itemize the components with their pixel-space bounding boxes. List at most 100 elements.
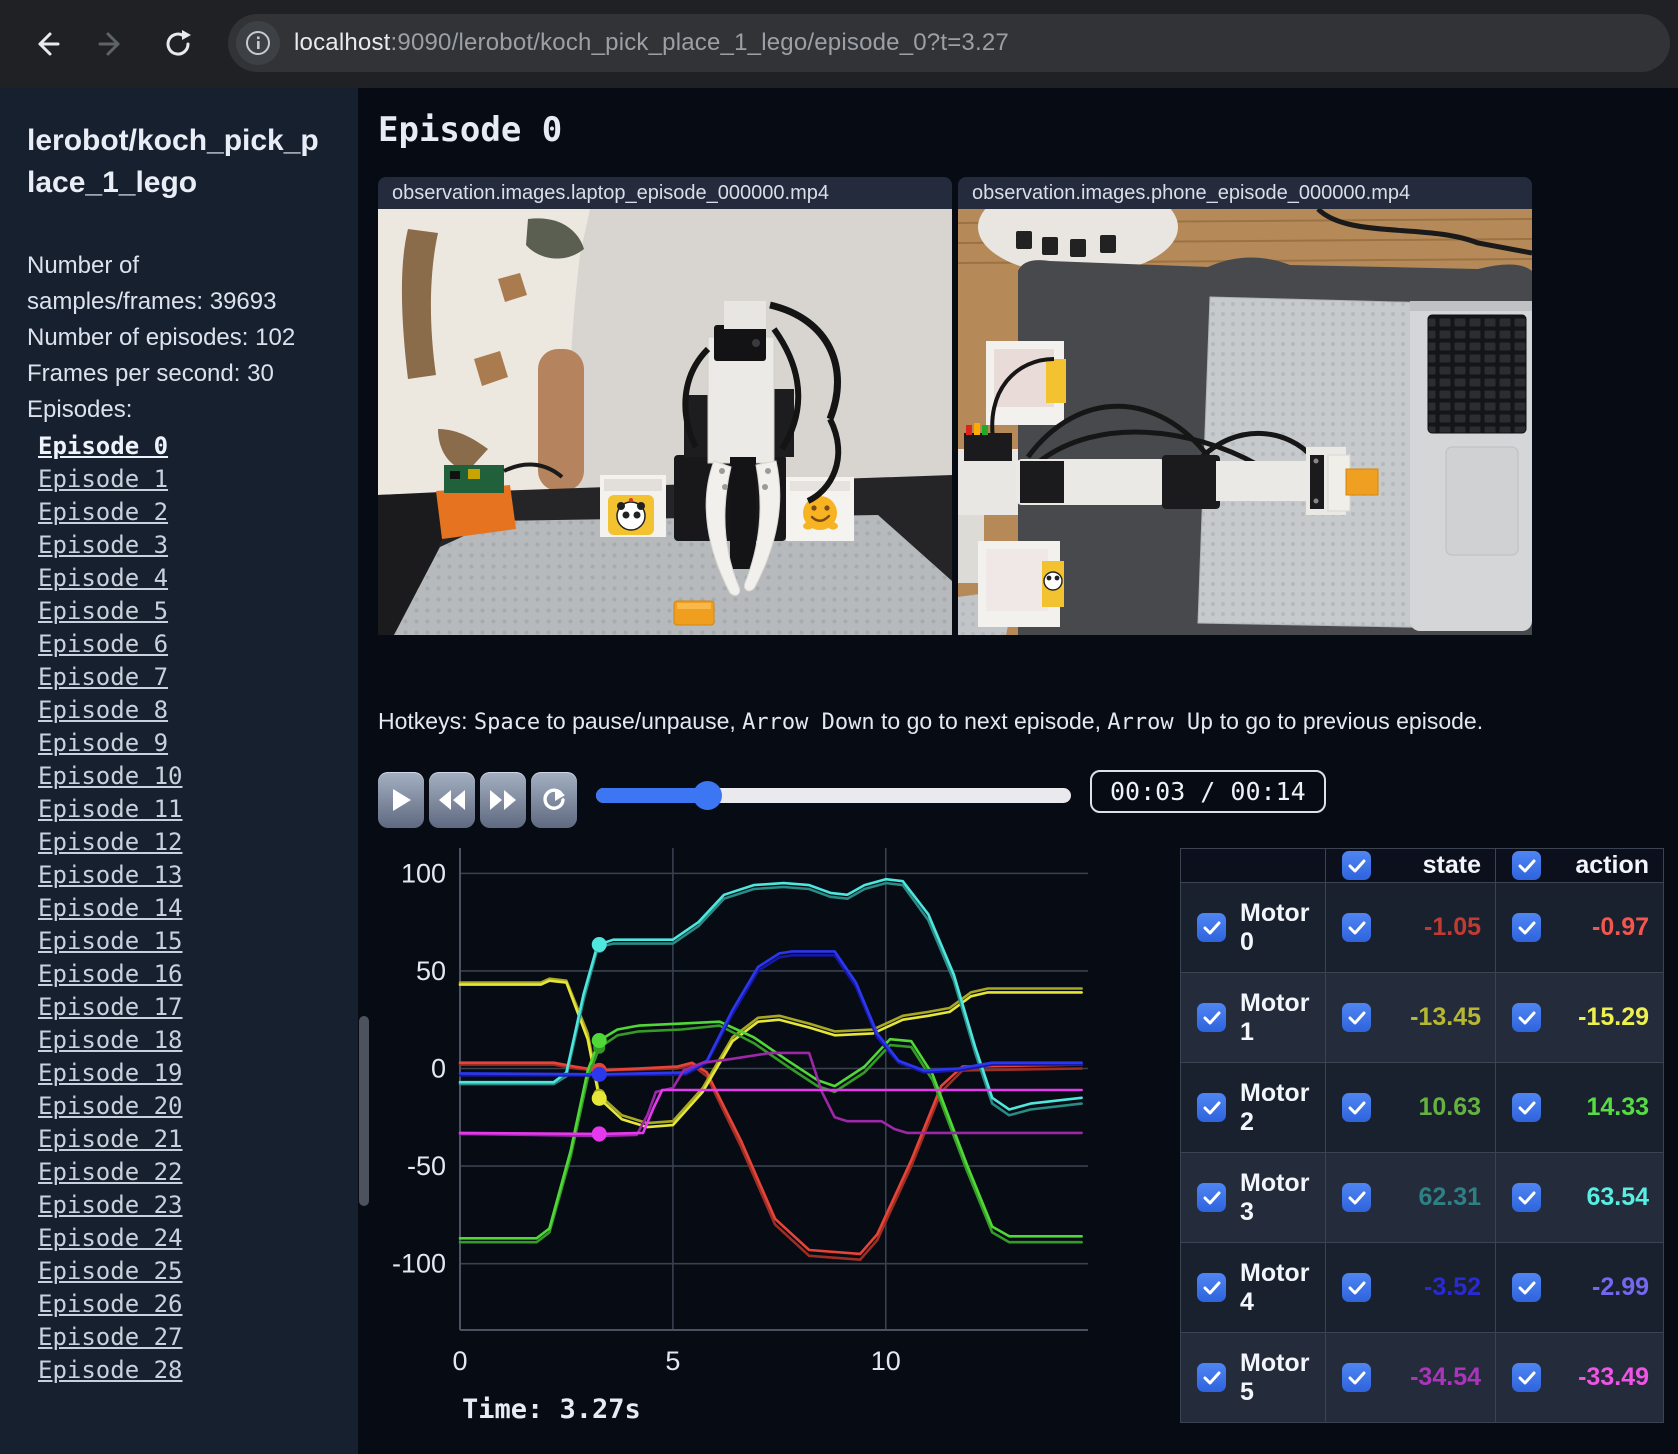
reload-icon[interactable] bbox=[154, 20, 202, 68]
series-motor-3-state bbox=[458, 881, 1083, 1117]
checkbox-checked[interactable] bbox=[1342, 913, 1371, 942]
sidebar-episode-link[interactable]: Episode 25 bbox=[38, 1257, 183, 1285]
sidebar-episode-link[interactable]: Episode 15 bbox=[38, 927, 183, 955]
rewind-button[interactable] bbox=[429, 772, 475, 828]
video-phone[interactable] bbox=[958, 209, 1532, 635]
sidebar-episode-link[interactable]: Episode 6 bbox=[38, 630, 169, 658]
x-tick-label: 0 bbox=[452, 1346, 467, 1376]
browser-toolbar: localhost:9090/lerobot/koch_pick_place_1… bbox=[0, 0, 1678, 88]
seek-slider-thumb[interactable] bbox=[693, 781, 723, 810]
y-tick-label: -50 bbox=[407, 1151, 446, 1181]
checkbox-checked[interactable] bbox=[1342, 1093, 1371, 1122]
series-motor-4-state bbox=[458, 954, 1083, 1077]
sidebar-episode-link[interactable]: Episode 8 bbox=[38, 696, 169, 724]
motor-action-value: -33.49 bbox=[1578, 1363, 1649, 1391]
checkbox-checked[interactable] bbox=[1512, 1093, 1541, 1122]
sidebar-episode-link[interactable]: Episode 17 bbox=[38, 993, 183, 1021]
video-title-phone: observation.images.phone_episode_000000.… bbox=[958, 177, 1532, 209]
current-action-dot bbox=[591, 1126, 607, 1142]
motor-state-value: 62.31 bbox=[1418, 1183, 1481, 1211]
y-tick-label: 50 bbox=[416, 956, 446, 986]
checkbox-checked[interactable] bbox=[1512, 913, 1541, 942]
series-motor-5-action bbox=[458, 1088, 1083, 1136]
column-header-label: action bbox=[1575, 851, 1649, 879]
sidebar-episode-link[interactable]: Episode 10 bbox=[38, 762, 183, 790]
checkbox-checked[interactable] bbox=[1512, 1363, 1541, 1392]
sidebar-scrollbar[interactable] bbox=[359, 1016, 369, 1206]
checkbox-checked[interactable] bbox=[1197, 1183, 1226, 1212]
checkbox-checked[interactable] bbox=[1197, 1363, 1226, 1392]
checkbox-checked[interactable] bbox=[1197, 1003, 1226, 1032]
sidebar-episode-link[interactable]: Episode 9 bbox=[38, 729, 169, 757]
checkbox-checked[interactable] bbox=[1512, 1273, 1541, 1302]
loop-button[interactable] bbox=[531, 772, 577, 828]
checkbox-checked[interactable] bbox=[1342, 1363, 1371, 1392]
fast-forward-button[interactable] bbox=[480, 772, 526, 828]
motor-row: Motor 4 -3.52 -2.99 bbox=[1180, 1242, 1664, 1333]
motor-action-value: -15.29 bbox=[1578, 1003, 1649, 1031]
sidebar-episode-link[interactable]: Episode 19 bbox=[38, 1059, 183, 1087]
checkbox-checked[interactable] bbox=[1512, 1183, 1541, 1212]
series-motor-1-state bbox=[458, 977, 1083, 1125]
forward-icon[interactable] bbox=[88, 20, 136, 68]
checkbox-checked[interactable] bbox=[1342, 1273, 1371, 1302]
sidebar-episode-link[interactable]: Episode 28 bbox=[38, 1356, 183, 1384]
sidebar-episode-link[interactable]: Episode 24 bbox=[38, 1224, 183, 1252]
sidebar-episode-link[interactable]: Episode 21 bbox=[38, 1125, 183, 1153]
sidebar-episode-link[interactable]: Episode 2 bbox=[38, 498, 169, 526]
sidebar-episode-link[interactable]: Episode 12 bbox=[38, 828, 183, 856]
sidebar-episode-link[interactable]: Episode 11 bbox=[38, 795, 183, 823]
column-header-label: state bbox=[1422, 851, 1481, 879]
sidebar-episode-link[interactable]: Episode 1 bbox=[38, 465, 169, 493]
column-header-state: state bbox=[1325, 848, 1496, 883]
motor-row: Motor 3 62.31 63.54 bbox=[1180, 1152, 1664, 1243]
checkbox-checked[interactable] bbox=[1342, 851, 1371, 880]
seek-slider[interactable] bbox=[596, 781, 1071, 810]
motor-state-value: 10.63 bbox=[1418, 1093, 1481, 1121]
video-laptop[interactable] bbox=[378, 209, 952, 635]
sidebar-episode-link[interactable]: Episode 5 bbox=[38, 597, 169, 625]
checkbox-checked[interactable] bbox=[1512, 851, 1541, 880]
dataset-title: lerobot/koch_pick_place_1_lego bbox=[27, 124, 319, 199]
y-tick-label: 0 bbox=[431, 1054, 446, 1084]
sidebar-episode-link[interactable]: Episode 7 bbox=[38, 663, 169, 691]
seek-slider-fill bbox=[596, 788, 708, 803]
sidebar-episode-link[interactable]: Episode 16 bbox=[38, 960, 183, 988]
page-title: Episode 0 bbox=[378, 110, 563, 150]
sidebar-episode-link[interactable]: Episode 23 bbox=[38, 1191, 183, 1219]
sidebar-episode-link[interactable]: Episode 27 bbox=[38, 1323, 183, 1351]
sidebar-episode-link[interactable]: Episode 0 bbox=[38, 432, 169, 460]
current-action-dot bbox=[591, 1066, 607, 1082]
checkbox-checked[interactable] bbox=[1512, 1003, 1541, 1032]
sidebar-episode-link[interactable]: Episode 26 bbox=[38, 1290, 183, 1318]
checkbox-checked[interactable] bbox=[1197, 1093, 1226, 1122]
sidebar-episode-link[interactable]: Episode 3 bbox=[38, 531, 169, 559]
checkbox-checked[interactable] bbox=[1197, 913, 1226, 942]
motor-action-value: -2.99 bbox=[1592, 1273, 1649, 1301]
address-bar[interactable]: localhost:9090/lerobot/koch_pick_place_1… bbox=[228, 14, 1670, 72]
stat-line: Number of episodes: 102 bbox=[27, 324, 296, 351]
checkbox-checked[interactable] bbox=[1342, 1183, 1371, 1212]
checkbox-checked[interactable] bbox=[1197, 1273, 1226, 1302]
sidebar-episode-link[interactable]: Episode 18 bbox=[38, 1026, 183, 1054]
motor-label: Motor 0 bbox=[1240, 898, 1310, 956]
current-action-dot bbox=[591, 1033, 607, 1049]
x-tick-label: 5 bbox=[665, 1346, 680, 1376]
sidebar-episode-link[interactable]: Episode 14 bbox=[38, 894, 183, 922]
hotkey-arrow-up: Arrow Up bbox=[1107, 710, 1214, 735]
play-button[interactable] bbox=[378, 772, 424, 828]
motor-label: Motor 3 bbox=[1240, 1168, 1310, 1226]
sidebar-episode-link[interactable]: Episode 20 bbox=[38, 1092, 183, 1120]
sidebar-episode-link[interactable]: Episode 4 bbox=[38, 564, 169, 592]
sidebar-episode-link[interactable]: Episode 13 bbox=[38, 861, 183, 889]
back-icon[interactable] bbox=[22, 20, 70, 68]
checkbox-checked[interactable] bbox=[1342, 1003, 1371, 1032]
motor-state-value: -13.45 bbox=[1410, 1003, 1481, 1031]
video-panel-phone: observation.images.phone_episode_000000.… bbox=[958, 177, 1532, 635]
sidebar-episode-link[interactable]: Episode 22 bbox=[38, 1158, 183, 1186]
stat-line: Frames per second: 30 bbox=[27, 360, 274, 387]
stat-line: Number of bbox=[27, 252, 140, 279]
time-display: 00:03 / 00:14 bbox=[1090, 770, 1326, 813]
site-info-icon[interactable] bbox=[236, 21, 280, 65]
